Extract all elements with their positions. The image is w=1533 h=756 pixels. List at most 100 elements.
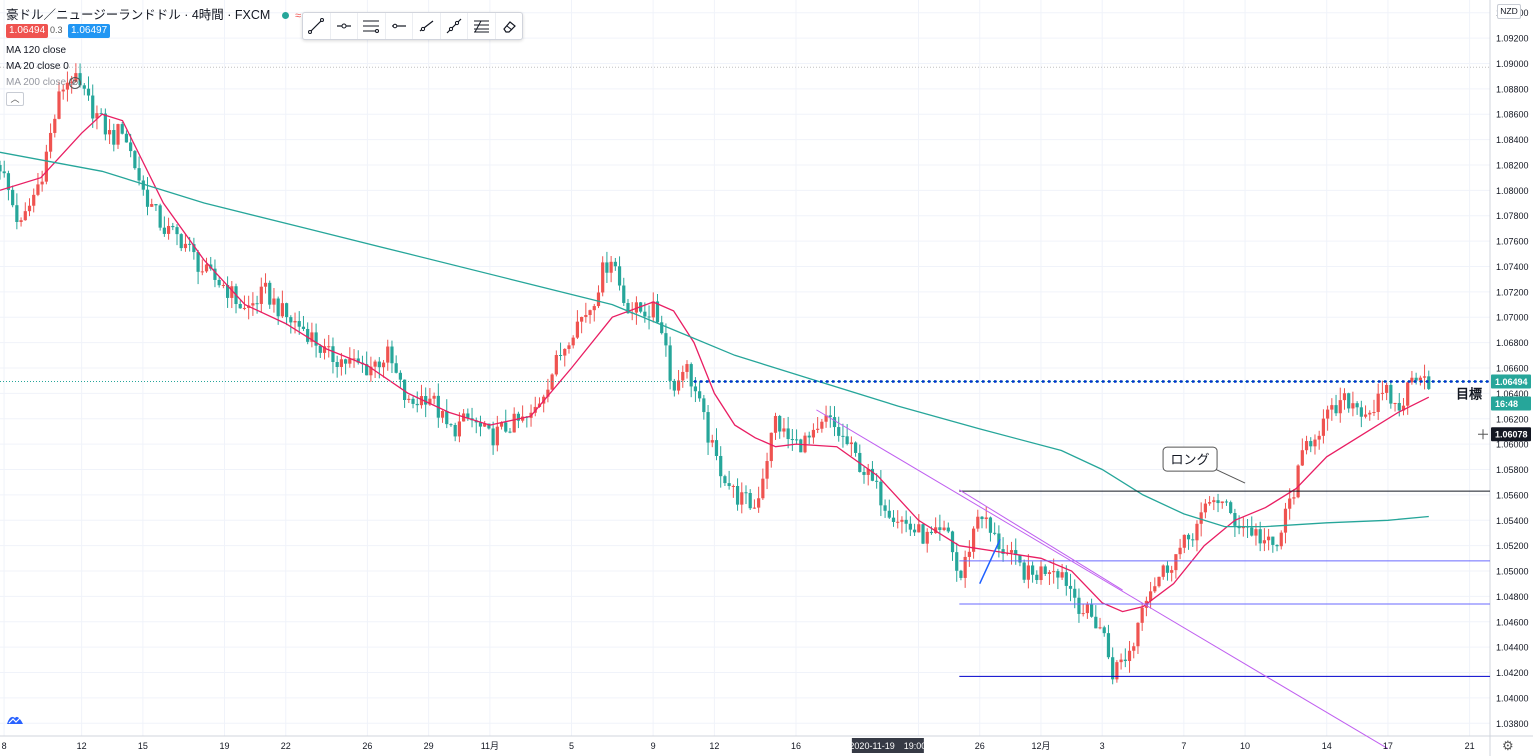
fib-tool-icon[interactable] [468, 13, 496, 39]
parallel-channel-tool-icon[interactable] [358, 13, 386, 39]
candle-body [1368, 412, 1372, 415]
candle [714, 428, 719, 461]
candle-body [1267, 536, 1271, 541]
y-tick-label: 1.07600 [1496, 237, 1529, 247]
candle [1026, 554, 1030, 589]
candle [942, 520, 946, 532]
candle-body [1094, 616, 1098, 629]
candle [870, 461, 875, 482]
candle-body [769, 432, 773, 462]
candle [322, 338, 327, 360]
currency-badge[interactable]: NZD [1497, 4, 1521, 19]
candle [1351, 391, 1355, 417]
collapse-legend-icon[interactable]: ︿ [6, 92, 24, 106]
time-axis: 812151922262911月591216232612月37101417212… [2, 738, 1475, 753]
candle-body [1186, 534, 1191, 540]
candle-body [735, 485, 740, 505]
horizontal-line-tool-icon[interactable] [386, 13, 413, 39]
candle [166, 217, 171, 240]
bid-price[interactable]: 1.06494 [6, 24, 49, 38]
candle [971, 526, 976, 559]
candle-body [1393, 402, 1397, 404]
ray-tool-icon[interactable] [413, 13, 441, 39]
y-tick-label: 1.04800 [1496, 592, 1529, 602]
candle-body [428, 398, 432, 405]
candle-body [453, 424, 457, 437]
candle-body [853, 442, 858, 453]
candle [571, 335, 575, 349]
candle [1127, 640, 1132, 673]
price-axis: 1.03800 1.04000 1.04200 1.04400 1.04600 1.048… [1478, 8, 1531, 729]
candle-body [314, 332, 318, 346]
candle-body [424, 396, 428, 405]
trend-line-tool-icon[interactable] [303, 13, 331, 39]
candle [546, 378, 550, 403]
x-tick-label: 12 [709, 741, 719, 751]
candle-body [1060, 572, 1064, 578]
indicator-ma20[interactable]: MA 20 close 0 [6, 61, 69, 72]
extended-line-tool-icon[interactable] [441, 13, 468, 39]
candle [554, 350, 558, 377]
candle [95, 105, 99, 130]
candle [301, 315, 306, 332]
ask-price[interactable]: 1.06497 [68, 24, 111, 38]
candle-body [1258, 529, 1262, 544]
candle [887, 499, 891, 520]
candle [790, 428, 794, 451]
candle-body [1157, 576, 1161, 587]
candle [1161, 564, 1165, 580]
chart-type-icon[interactable]: ≈ [295, 10, 302, 22]
candle-body [1136, 622, 1140, 647]
candle-body [1212, 500, 1216, 503]
eraser-tool-icon[interactable] [496, 13, 523, 39]
candle-body [1052, 571, 1056, 573]
candle [61, 83, 65, 100]
candle-body [356, 358, 360, 363]
callout-text: ロング [1171, 452, 1210, 467]
price-label-text: 1.06494 [1495, 377, 1528, 387]
candle-body [1089, 604, 1094, 617]
candle [1262, 528, 1266, 552]
candle [908, 516, 912, 537]
candle [803, 432, 807, 454]
candle-body [348, 358, 352, 364]
y-tick-label: 1.07000 [1496, 313, 1529, 323]
hidden-eye-icon[interactable]: ⊘ [69, 77, 81, 89]
candle-body [508, 431, 512, 433]
symbol-title[interactable]: 豪ドル／ニュージーランドドル · 4時間 · FXCM [6, 8, 271, 22]
candle [710, 434, 714, 448]
settings-gear-icon[interactable]: ⚙ [1502, 738, 1514, 753]
candle [900, 516, 904, 534]
candle-body [609, 261, 613, 273]
x-tick-label: 12 [77, 741, 87, 751]
x-tick-label: 15 [138, 741, 148, 751]
candle [1414, 372, 1418, 385]
candle [116, 123, 120, 149]
candle-body [1414, 377, 1418, 381]
candle [799, 438, 803, 453]
candle [1372, 399, 1376, 417]
candle [1174, 554, 1178, 579]
price-label-bg [1491, 396, 1531, 411]
candle [516, 411, 521, 429]
indicator-ma120[interactable]: MA 120 close [6, 45, 67, 56]
tradingview-logo-icon[interactable] [6, 712, 24, 731]
candle-body [386, 346, 390, 363]
candle [57, 81, 61, 120]
candle-body [419, 396, 424, 406]
x-tick-label: 10 [1240, 741, 1250, 751]
candle-body [242, 307, 247, 309]
candle-body [1106, 633, 1111, 658]
horizontal-ray-tool-icon[interactable] [331, 13, 358, 39]
candle-body [188, 243, 192, 245]
candle [1401, 398, 1406, 416]
candle [133, 149, 137, 170]
candle [1081, 603, 1085, 617]
x-tick-label: 16 [791, 741, 801, 751]
candle-body [866, 468, 870, 475]
candle-body [107, 130, 112, 135]
indicator-ma200[interactable]: MA 200 close 0 [6, 77, 75, 88]
candle-body [415, 403, 419, 406]
candle [411, 396, 415, 409]
